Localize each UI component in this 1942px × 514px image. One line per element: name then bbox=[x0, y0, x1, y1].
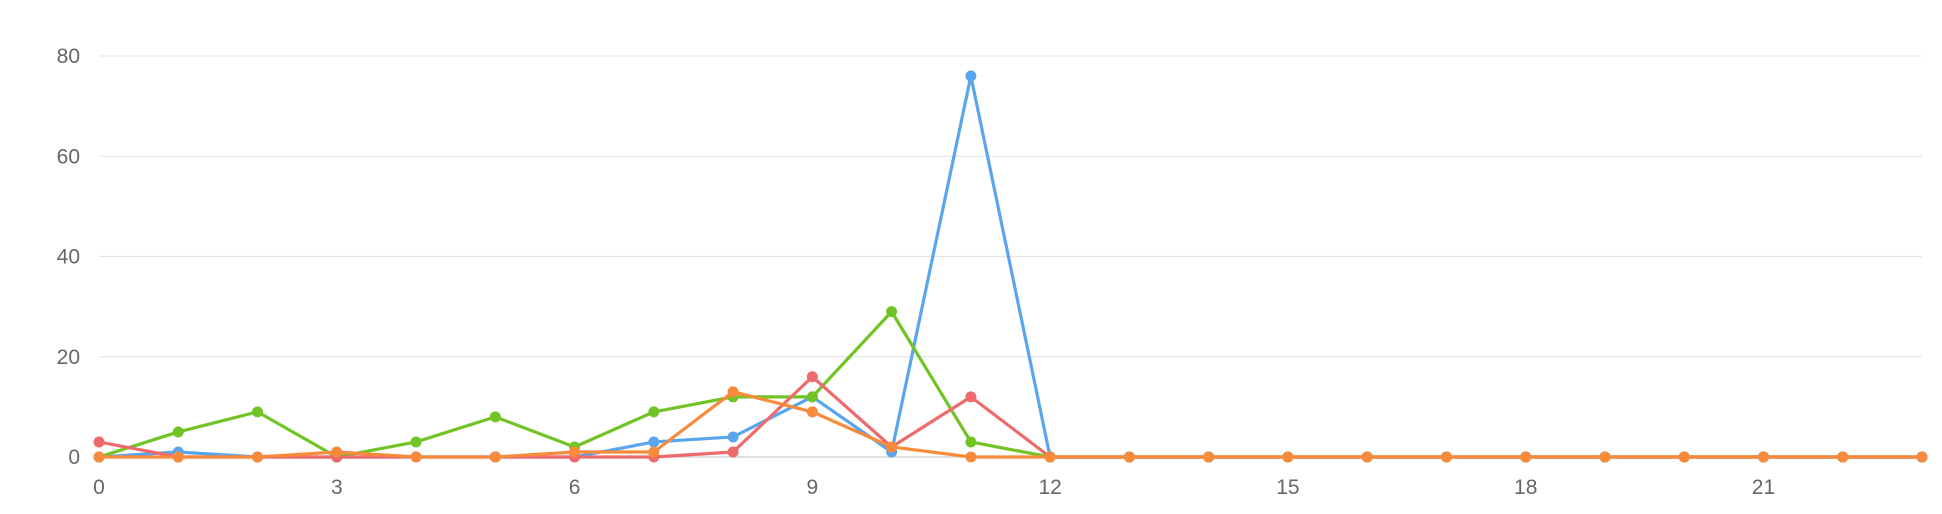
series-4-point[interactable] bbox=[489, 451, 501, 463]
series-4-point[interactable] bbox=[965, 451, 977, 463]
series-4-point[interactable] bbox=[1361, 451, 1373, 463]
series-4-point[interactable] bbox=[93, 451, 105, 463]
series-1-line bbox=[97, 74, 1924, 459]
series-4-point[interactable] bbox=[1520, 451, 1532, 463]
series-3-point[interactable] bbox=[965, 391, 977, 403]
x-tick-label: 15 bbox=[1276, 476, 1299, 499]
series-2 bbox=[93, 306, 1928, 463]
series-4-point[interactable] bbox=[1044, 451, 1056, 463]
series-4-point[interactable] bbox=[331, 446, 343, 458]
series-2-line bbox=[97, 310, 1924, 459]
y-tick-label: 40 bbox=[57, 246, 80, 269]
series-2-point[interactable] bbox=[252, 406, 264, 418]
series-4-line bbox=[97, 390, 1924, 459]
series-1-point[interactable] bbox=[648, 436, 660, 448]
series-4-point[interactable] bbox=[648, 446, 660, 458]
series-3-point[interactable] bbox=[727, 446, 739, 458]
y-tick-label: 20 bbox=[57, 346, 80, 369]
series-2-point[interactable] bbox=[806, 391, 818, 403]
series-1 bbox=[93, 70, 1928, 463]
series-4-point[interactable] bbox=[1282, 451, 1294, 463]
series-1-point[interactable] bbox=[727, 431, 739, 443]
y-tick-label: 0 bbox=[68, 446, 80, 469]
x-tick-label: 12 bbox=[1038, 476, 1061, 499]
x-axis: 0 3 6 9 12 15 18 21 bbox=[93, 476, 1775, 499]
series-2-point[interactable] bbox=[410, 436, 422, 448]
series-4-point[interactable] bbox=[172, 451, 184, 463]
series-4-point[interactable] bbox=[806, 406, 818, 418]
y-tick-label: 80 bbox=[57, 45, 80, 68]
series-4-point[interactable] bbox=[1837, 451, 1849, 463]
series-2-point[interactable] bbox=[648, 406, 660, 418]
series-3-line bbox=[97, 375, 1924, 459]
x-tick-label: 0 bbox=[93, 476, 105, 499]
series-2-point[interactable] bbox=[172, 426, 184, 438]
series-2-point[interactable] bbox=[489, 411, 501, 423]
series-3-point[interactable] bbox=[93, 436, 105, 448]
y-axis: 0 20 40 60 80 bbox=[57, 45, 80, 469]
series-4-point[interactable] bbox=[1123, 451, 1135, 463]
y-tick-label: 60 bbox=[57, 145, 80, 168]
series-4-point[interactable] bbox=[1203, 451, 1215, 463]
series-4-point[interactable] bbox=[1440, 451, 1452, 463]
series-1-point[interactable] bbox=[965, 70, 977, 82]
series-2-point[interactable] bbox=[965, 436, 977, 448]
series-4-point[interactable] bbox=[569, 446, 581, 458]
series-2-point[interactable] bbox=[886, 306, 898, 318]
series-4-point[interactable] bbox=[252, 451, 264, 463]
x-tick-label: 9 bbox=[807, 476, 819, 499]
series-4-point[interactable] bbox=[886, 441, 898, 453]
grid-lines bbox=[99, 55, 1922, 458]
x-tick-label: 3 bbox=[331, 476, 343, 499]
series-4-point[interactable] bbox=[727, 386, 739, 398]
series-layer bbox=[93, 70, 1928, 463]
series-4-point[interactable] bbox=[1757, 451, 1769, 463]
x-tick-label: 18 bbox=[1514, 476, 1537, 499]
series-4-point[interactable] bbox=[1916, 451, 1928, 463]
x-tick-label: 6 bbox=[569, 476, 581, 499]
series-4 bbox=[93, 386, 1928, 463]
series-3-point[interactable] bbox=[806, 371, 818, 383]
series-4-point[interactable] bbox=[1599, 451, 1611, 463]
x-tick-label: 21 bbox=[1752, 476, 1775, 499]
series-4-point[interactable] bbox=[410, 451, 422, 463]
series-4-point[interactable] bbox=[1678, 451, 1690, 463]
